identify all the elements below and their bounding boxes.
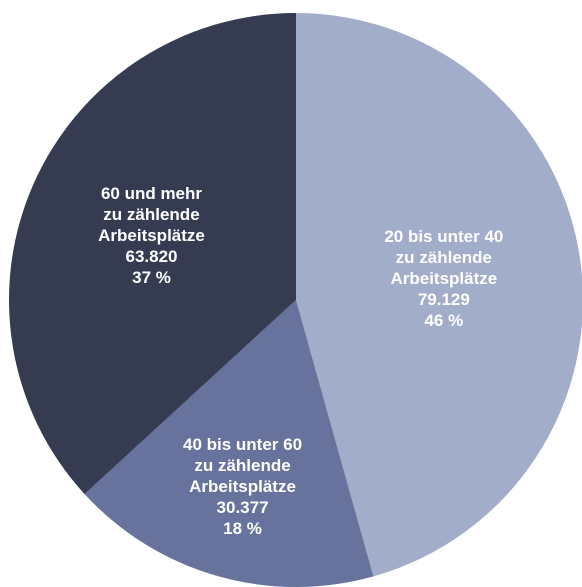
- pie-slice: [296, 13, 582, 577]
- slice-label: 30.377: [217, 498, 269, 517]
- pie-slice: [84, 300, 374, 587]
- slice-label: zu zählende: [194, 456, 290, 475]
- slice-label: 37 %: [132, 268, 171, 287]
- slice-label: 40 bis unter 60: [183, 435, 302, 454]
- slice-label: Arbeitsplätze: [189, 477, 296, 496]
- slice-label: Arbeitsplätze: [390, 269, 497, 288]
- slice-label: 63.820: [125, 247, 177, 266]
- slice-label: zu zählende: [396, 248, 492, 267]
- pie-slice: [9, 13, 296, 495]
- slice-label: zu zählende: [103, 205, 199, 224]
- slice-label: 79.129: [418, 290, 470, 309]
- slice-label: Arbeitsplätze: [98, 226, 205, 245]
- slice-label: 60 und mehr: [101, 184, 202, 203]
- slice-label: 18 %: [223, 519, 262, 538]
- slice-label: 20 bis unter 40: [384, 227, 503, 246]
- slice-label: 46 %: [424, 311, 463, 330]
